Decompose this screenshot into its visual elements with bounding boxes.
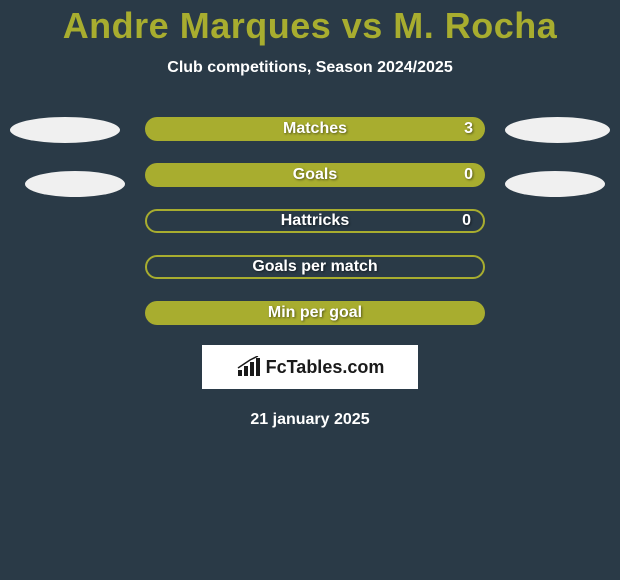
stat-label: Min per goal <box>268 304 362 322</box>
stat-bar-matches: Matches 3 <box>145 117 485 141</box>
logo-box[interactable]: FcTables.com <box>202 345 418 389</box>
stat-value: 0 <box>462 212 471 230</box>
stat-label: Matches <box>283 120 347 138</box>
stat-label: Goals per match <box>252 258 377 276</box>
player2-marker-2 <box>505 171 605 197</box>
logo-text: FcTables.com <box>266 357 385 378</box>
comparison-card: Andre Marques vs M. Rocha Club competiti… <box>0 0 620 429</box>
right-ellipse-column <box>505 117 610 197</box>
player1-marker-1 <box>10 117 120 143</box>
stat-bar-hattricks: Hattricks 0 <box>145 209 485 233</box>
page-title: Andre Marques vs M. Rocha <box>0 5 620 47</box>
stat-label: Goals <box>293 166 337 184</box>
left-ellipse-column <box>10 117 125 197</box>
date-label: 21 january 2025 <box>0 411 620 429</box>
stats-area: Matches 3 Goals 0 Hattricks 0 Goals per … <box>0 117 620 325</box>
stat-bar-goals: Goals 0 <box>145 163 485 187</box>
stat-label: Hattricks <box>281 212 349 230</box>
player2-marker-1 <box>505 117 610 143</box>
subtitle: Club competitions, Season 2024/2025 <box>0 59 620 77</box>
player1-marker-2 <box>25 171 125 197</box>
stat-bar-goals-per-match: Goals per match <box>145 255 485 279</box>
chart-icon <box>236 356 262 378</box>
stat-bar-min-per-goal: Min per goal <box>145 301 485 325</box>
stat-value: 3 <box>464 120 473 138</box>
stat-bars: Matches 3 Goals 0 Hattricks 0 Goals per … <box>145 117 485 325</box>
stat-value: 0 <box>464 166 473 184</box>
